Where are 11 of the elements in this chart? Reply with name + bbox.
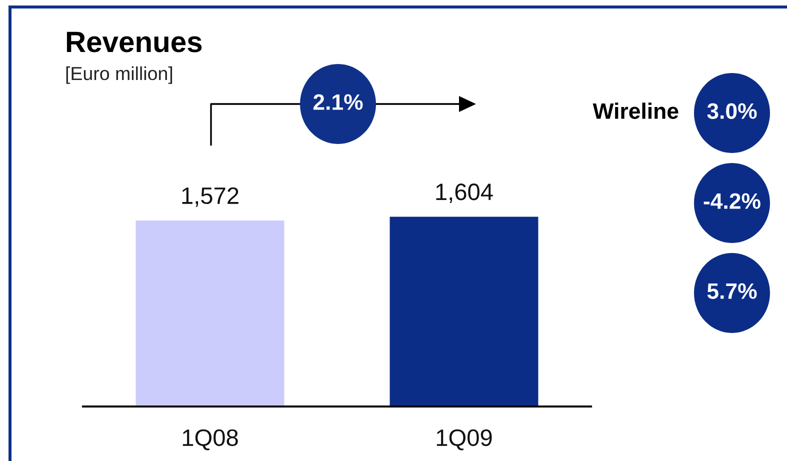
data-label: 1,604 — [436, 184, 493, 204]
text: 3.0% — [707, 103, 757, 119]
chart-subtitle: [Euro million] — [66, 66, 172, 84]
x-tick-label: 1Q09 — [436, 429, 492, 450]
text: 5.7% — [707, 283, 757, 299]
text: -4.2% — [704, 193, 760, 209]
text: 2.1% — [313, 94, 363, 110]
chart-title: Revenues — [66, 32, 202, 52]
data-label: 1,572 — [182, 187, 238, 207]
x-tick-label: 1Q08 — [182, 429, 238, 450]
category-label: Wireline — [592, 102, 678, 119]
